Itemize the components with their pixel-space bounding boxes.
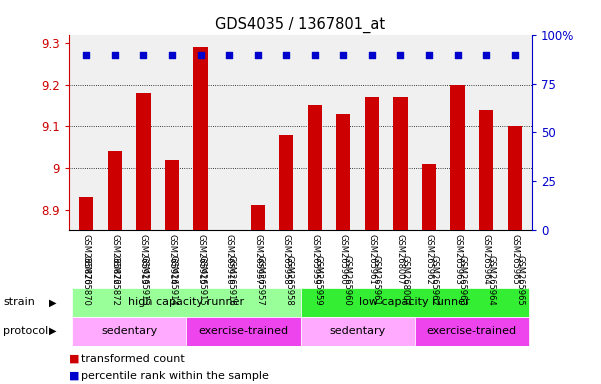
Bar bbox=[300, 317, 415, 346]
Text: sedentary: sedentary bbox=[101, 326, 157, 336]
Text: GDS4035 / 1367801_at: GDS4035 / 1367801_at bbox=[215, 17, 386, 33]
Bar bbox=[451, 84, 465, 230]
Text: GSM265958: GSM265958 bbox=[282, 234, 291, 285]
Text: GSM265914: GSM265914 bbox=[168, 234, 177, 285]
Bar bbox=[136, 93, 150, 230]
Bar bbox=[508, 126, 522, 230]
Bar bbox=[393, 97, 407, 230]
Point bbox=[510, 52, 519, 58]
Text: GSM265961: GSM265961 bbox=[371, 255, 380, 306]
Text: protocol: protocol bbox=[3, 326, 48, 336]
Bar bbox=[251, 205, 265, 230]
Text: ▶: ▶ bbox=[49, 326, 56, 336]
Text: GSM265913: GSM265913 bbox=[139, 234, 148, 285]
Text: GSM265965: GSM265965 bbox=[516, 255, 525, 306]
Text: GSM265916: GSM265916 bbox=[225, 234, 234, 285]
Bar bbox=[72, 317, 186, 346]
Text: high capacity runner: high capacity runner bbox=[128, 297, 244, 308]
Bar bbox=[308, 105, 322, 230]
Bar bbox=[422, 164, 436, 230]
Point bbox=[167, 52, 177, 58]
Text: GSM265916: GSM265916 bbox=[227, 255, 236, 306]
Text: GSM268007: GSM268007 bbox=[396, 234, 405, 285]
Bar bbox=[108, 151, 122, 230]
Point bbox=[196, 52, 206, 58]
Text: exercise-trained: exercise-trained bbox=[198, 326, 288, 336]
Text: GSM265962: GSM265962 bbox=[424, 234, 433, 285]
Text: percentile rank within the sample: percentile rank within the sample bbox=[81, 371, 269, 381]
Text: GSM265959: GSM265959 bbox=[310, 234, 319, 285]
Text: GSM265957: GSM265957 bbox=[255, 255, 264, 306]
Text: GSM265914: GSM265914 bbox=[169, 255, 178, 306]
Text: exercise-trained: exercise-trained bbox=[427, 326, 517, 336]
Bar bbox=[186, 317, 300, 346]
Text: ■: ■ bbox=[69, 354, 79, 364]
Text: ▶: ▶ bbox=[49, 297, 56, 308]
Text: GSM265964: GSM265964 bbox=[487, 255, 496, 306]
Text: GSM265958: GSM265958 bbox=[284, 255, 293, 306]
Text: strain: strain bbox=[3, 297, 35, 308]
Bar bbox=[415, 317, 529, 346]
Bar bbox=[72, 288, 300, 317]
Text: GSM265960: GSM265960 bbox=[343, 255, 351, 306]
Text: GSM268007: GSM268007 bbox=[400, 255, 409, 306]
Point bbox=[367, 52, 377, 58]
Point bbox=[139, 52, 148, 58]
Text: GSM265961: GSM265961 bbox=[367, 234, 376, 285]
Text: GSM265963: GSM265963 bbox=[458, 255, 467, 306]
Bar bbox=[165, 160, 179, 230]
Point bbox=[424, 52, 434, 58]
Text: GSM265915: GSM265915 bbox=[198, 255, 207, 306]
Text: GSM265913: GSM265913 bbox=[140, 255, 149, 306]
Text: transformed count: transformed count bbox=[81, 354, 185, 364]
Point bbox=[253, 52, 263, 58]
Text: ■: ■ bbox=[69, 371, 79, 381]
Text: sedentary: sedentary bbox=[329, 326, 386, 336]
Point bbox=[453, 52, 462, 58]
Point bbox=[281, 52, 291, 58]
Point bbox=[110, 52, 120, 58]
Point bbox=[395, 52, 405, 58]
Text: GSM265872: GSM265872 bbox=[111, 234, 120, 285]
Text: GSM265965: GSM265965 bbox=[510, 234, 519, 285]
Text: GSM265962: GSM265962 bbox=[429, 255, 438, 306]
Point bbox=[224, 52, 234, 58]
Bar bbox=[79, 197, 93, 230]
Text: GSM265957: GSM265957 bbox=[253, 234, 262, 285]
Point bbox=[481, 52, 491, 58]
Bar bbox=[279, 134, 293, 230]
Bar bbox=[365, 97, 379, 230]
Text: GSM265870: GSM265870 bbox=[82, 255, 91, 306]
Point bbox=[338, 52, 348, 58]
Bar bbox=[479, 109, 493, 230]
Text: GSM265915: GSM265915 bbox=[196, 234, 205, 285]
Text: GSM265870: GSM265870 bbox=[82, 234, 91, 285]
Text: GSM265872: GSM265872 bbox=[111, 255, 120, 306]
Point bbox=[310, 52, 320, 58]
Bar bbox=[300, 288, 529, 317]
Text: GSM265959: GSM265959 bbox=[313, 255, 322, 306]
Text: GSM265960: GSM265960 bbox=[339, 234, 348, 285]
Point bbox=[82, 52, 91, 58]
Text: GSM265964: GSM265964 bbox=[481, 234, 490, 285]
Text: low capacity runner: low capacity runner bbox=[359, 297, 470, 308]
Text: GSM265963: GSM265963 bbox=[453, 234, 462, 285]
Bar bbox=[194, 47, 208, 230]
Bar bbox=[336, 114, 350, 230]
